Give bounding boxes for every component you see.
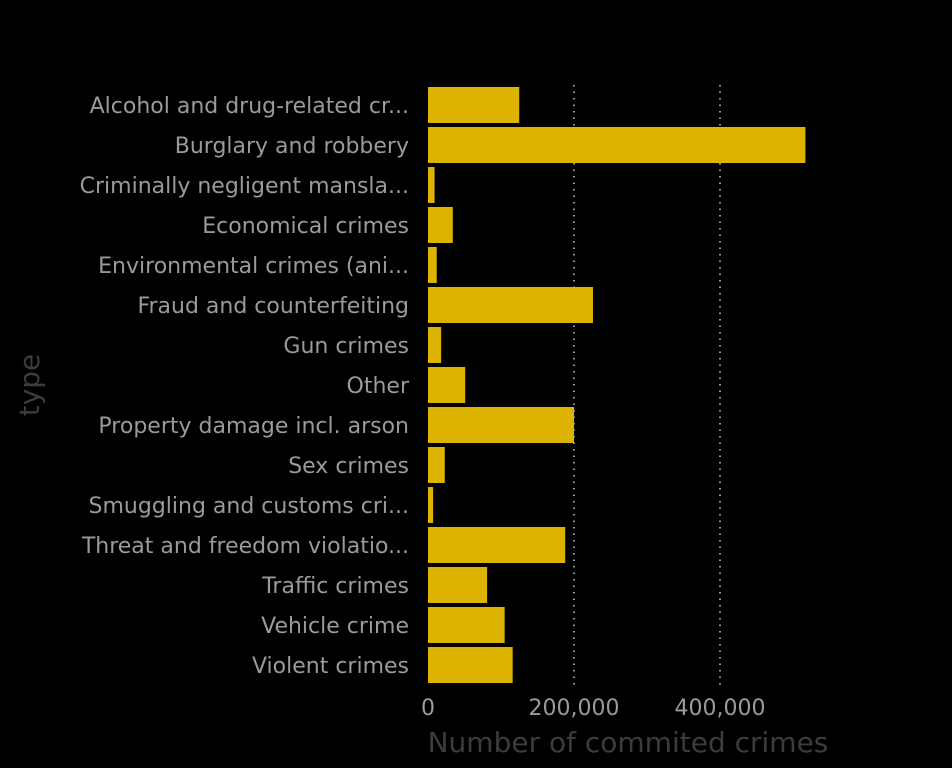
bar-9: [428, 447, 445, 483]
bar-7: [428, 367, 466, 403]
category-label-6: Gun crimes: [283, 334, 409, 359]
bar-6: [428, 327, 442, 363]
category-label-14: Violent crimes: [252, 654, 409, 679]
category-labels: Alcohol and drug-related cr... Burglary a…: [80, 94, 410, 679]
bar-3: [428, 207, 453, 243]
bar-12: [428, 567, 488, 603]
x-tick-label-1: 200,000: [529, 696, 620, 721]
x-axis-title: Number of commited crimes: [428, 726, 829, 759]
category-label-7: Other: [347, 374, 410, 399]
y-axis-title: type: [13, 354, 46, 417]
category-label-3: Economical crimes: [202, 214, 409, 239]
bars: [428, 87, 806, 683]
bar-2: [428, 167, 435, 203]
x-tick-label-2: 400,000: [675, 696, 766, 721]
bar-10: [428, 487, 434, 523]
bar-1: [428, 127, 806, 163]
bar-0: [428, 87, 520, 123]
bar-13: [428, 607, 505, 643]
category-label-9: Sex crimes: [288, 454, 409, 479]
category-label-8: Property damage incl. arson: [98, 414, 409, 439]
category-label-10: Smuggling and customs cri...: [89, 494, 409, 519]
bar-14: [428, 647, 513, 683]
bar-4: [428, 247, 437, 283]
category-label-0: Alcohol and drug-related cr...: [90, 94, 409, 119]
category-label-1: Burglary and robbery: [175, 134, 409, 159]
category-label-13: Vehicle crime: [261, 614, 409, 639]
x-tick-labels: 0 200,000 400,000: [421, 696, 765, 721]
category-label-2: Criminally negligent mansla...: [80, 174, 409, 199]
category-label-5: Fraud and counterfeiting: [137, 294, 409, 319]
category-label-11: Threat and freedom violatio...: [81, 534, 409, 559]
x-tick-label-0: 0: [421, 696, 435, 721]
gridlines: [573, 85, 721, 685]
bar-8: [428, 407, 574, 443]
bar-5: [428, 287, 593, 323]
category-label-12: Traffic crimes: [261, 574, 409, 599]
bar-11: [428, 527, 566, 563]
category-label-4: Environmental crimes (ani...: [98, 254, 409, 279]
